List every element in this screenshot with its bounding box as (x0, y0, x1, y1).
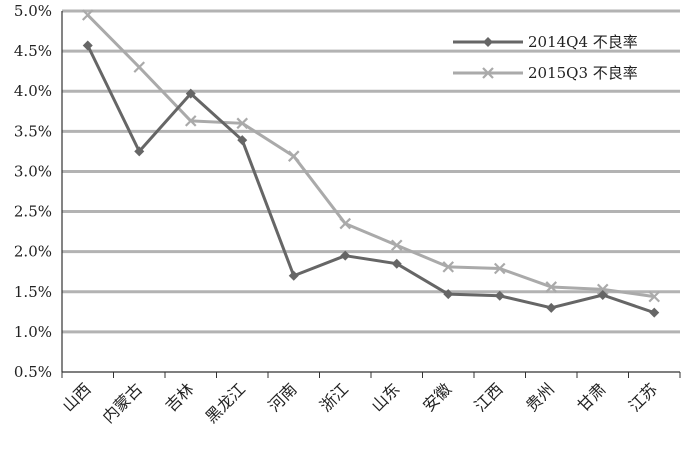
data-point (185, 88, 196, 99)
data-point (545, 281, 558, 293)
data-point (339, 217, 352, 230)
legend-label: 2014Q4 不良率 (528, 33, 638, 51)
data-point (134, 146, 145, 157)
y-tick-label: 4.0% (14, 82, 52, 100)
data-point (442, 261, 455, 273)
x-tick-label: 甘肃 (574, 379, 610, 415)
y-tick-label: 4.5% (14, 42, 52, 60)
data-point (648, 290, 661, 303)
x-tick-label: 浙江 (316, 379, 352, 415)
data-point (237, 135, 248, 146)
series-line (86, 44, 655, 315)
legend: 2014Q4 不良率 2015Q3 不良率 (453, 33, 638, 82)
x-tick-label: 山东 (368, 379, 404, 415)
data-point (649, 307, 660, 318)
data-point (340, 250, 351, 261)
x-tick-label: 内蒙古 (99, 379, 146, 426)
y-tick-label: 3.0% (14, 162, 52, 180)
x-tick-label: 黑龙江 (202, 379, 249, 426)
data-point (391, 258, 402, 269)
data-point (288, 270, 299, 281)
data-point (546, 302, 557, 313)
data-point (287, 150, 300, 162)
series-layer (81, 9, 661, 318)
x-tick-label: 山西 (59, 379, 95, 415)
y-tick-label: 2.5% (14, 203, 52, 221)
data-point (597, 289, 608, 300)
legend-label: 2015Q3 不良率 (528, 64, 638, 82)
data-point (184, 115, 197, 127)
x-tick-label: 安徽 (419, 379, 455, 415)
x-tick-label: 贵州 (522, 379, 558, 415)
legend-marker (483, 37, 493, 47)
x-tick-label: 吉林 (162, 379, 198, 415)
y-tick-label: 1.5% (14, 283, 52, 301)
y-tick-label: 1.0% (14, 323, 52, 341)
x-tick-label: 江西 (471, 379, 507, 415)
data-point (390, 239, 403, 252)
data-point (493, 262, 506, 275)
series-line (86, 13, 655, 299)
y-tick-label: 5.0% (14, 2, 52, 20)
grid-layer (62, 9, 680, 334)
data-point (596, 283, 609, 296)
data-point (133, 61, 146, 73)
y-tick-label: 0.5% (14, 363, 52, 381)
y-tick-label: 3.5% (14, 122, 52, 140)
data-point (443, 289, 454, 300)
legend-marker (482, 67, 494, 79)
data-point (494, 290, 505, 301)
x-tick-label: 江苏 (625, 379, 661, 415)
data-point (236, 117, 249, 130)
x-tick-label: 河南 (265, 379, 301, 415)
y-tick-label: 2.0% (14, 243, 52, 261)
data-point (82, 40, 93, 51)
data-point (81, 9, 94, 21)
